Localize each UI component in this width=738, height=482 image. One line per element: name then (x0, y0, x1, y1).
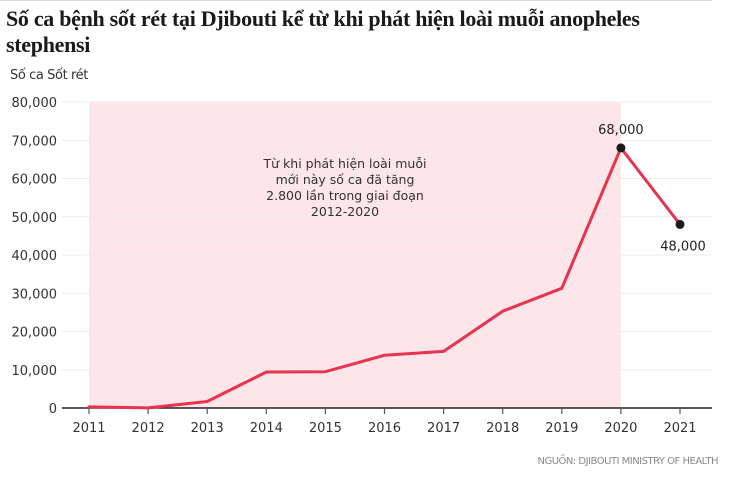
chart-title: Số ca bệnh sốt rét tại Djibouti kể từ kh… (6, 6, 640, 57)
annotation-line: mới này số ca đã tăng (276, 172, 415, 187)
data-label: 48,000 (660, 239, 706, 254)
x-tick-label: 2016 (368, 421, 401, 436)
y-tick-label: 30,000 (12, 287, 58, 302)
data-point (616, 143, 626, 153)
x-tick-label: 2015 (309, 421, 342, 436)
x-tick-label: 2017 (427, 421, 460, 436)
x-tick-label: 2014 (250, 421, 283, 436)
data-label: 68,000 (598, 123, 644, 138)
series-line (87, 146, 682, 410)
series-line-group (87, 146, 682, 410)
x-tick-label: 2013 (191, 421, 224, 436)
data-points-group (616, 143, 685, 229)
y-axis-label: Số ca Sốt rét (10, 68, 88, 83)
y-tick-labels-group: 0 10,000 20,000 30,000 40,000 50,000 60,000 70,… (12, 96, 58, 417)
annotation-line: 2012-2020 (311, 204, 379, 219)
y-tick-label: 50,000 (12, 211, 58, 226)
source-note: NGUỒN: DJIBOUTI MINISTRY OF HEALTH (537, 456, 718, 467)
y-tick-label: 40,000 (12, 249, 58, 264)
y-tick-label: 10,000 (12, 364, 58, 379)
gridlines-group (62, 101, 712, 371)
x-tick-label: 2011 (72, 421, 105, 436)
x-axis-group: 2011 2012 2013 2014 2015 2016 2017 2018 2019 2020… (62, 407, 712, 436)
x-tick-label: 2019 (545, 421, 578, 436)
x-tick-label: 2021 (663, 421, 696, 436)
x-tick-label: 2020 (604, 421, 637, 436)
y-tick-label: 20,000 (12, 326, 58, 341)
annotation-line: Từ khi phát hiện loài muỗi (263, 156, 427, 171)
x-tick-label: 2012 (132, 421, 165, 436)
data-labels-group: 68,000 48,000 (598, 123, 706, 255)
top-rule (0, 0, 712, 1)
data-point (675, 219, 685, 229)
y-tick-label: 0 (49, 402, 57, 417)
y-tick-label: 70,000 (12, 134, 58, 149)
y-tick-label: 60,000 (12, 173, 58, 188)
x-tick-label: 2018 (486, 421, 519, 436)
y-tick-label: 80,000 (12, 96, 58, 111)
annotation-line: 2.800 lần trong giai đoạn (266, 188, 424, 203)
